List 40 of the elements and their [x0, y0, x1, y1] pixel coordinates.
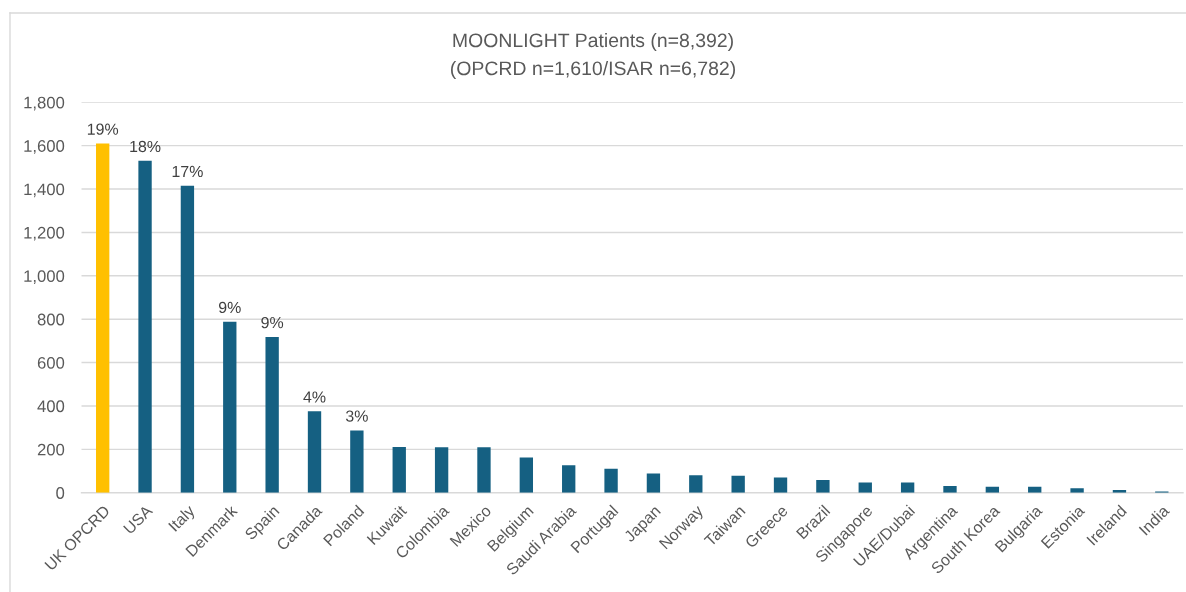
bar — [477, 447, 491, 493]
bar — [350, 430, 364, 493]
y-tick-label: 0 — [56, 487, 65, 499]
chart-subtitle: (OPCRD n=1,610/ISAR n=6,782) — [451, 60, 736, 80]
bar — [223, 321, 237, 493]
bar — [434, 447, 449, 493]
bar — [519, 457, 534, 493]
bar — [773, 477, 788, 493]
bar — [265, 336, 279, 493]
bar — [1070, 488, 1084, 493]
annotation: 9% — [261, 316, 284, 329]
bar — [731, 475, 745, 493]
bar — [646, 473, 661, 493]
y-tick-label: 1,400 — [24, 183, 65, 198]
y-tick-label: 600 — [37, 356, 65, 369]
bar — [96, 143, 110, 493]
y-tick-label: 800 — [37, 313, 65, 326]
annotation: 17% — [172, 165, 203, 178]
x-tick-label: USA — [122, 504, 154, 535]
bar — [816, 480, 830, 493]
annotation: 19% — [87, 123, 119, 135]
bar — [562, 465, 576, 493]
bar — [392, 446, 406, 493]
y-tick-label: 1,600 — [24, 140, 65, 154]
y-tick-label: 1,800 — [24, 96, 65, 111]
y-tick-label: 400 — [37, 400, 65, 413]
annotation: 18% — [130, 140, 161, 153]
bar — [180, 185, 195, 493]
bar — [943, 485, 957, 493]
annotation: 3% — [345, 410, 368, 422]
annotation: 4% — [303, 391, 326, 403]
annotation: 9% — [218, 301, 241, 314]
bar — [138, 160, 152, 493]
chart-title: MOONLIGHT Patients (n=8,392) — [453, 32, 733, 52]
y-tick-label: 1,200 — [24, 226, 65, 241]
bar — [604, 468, 618, 493]
bar — [307, 411, 322, 493]
y-tick-label: 200 — [37, 443, 65, 456]
y-tick-label: 1,000 — [24, 270, 65, 284]
bar — [689, 475, 703, 493]
